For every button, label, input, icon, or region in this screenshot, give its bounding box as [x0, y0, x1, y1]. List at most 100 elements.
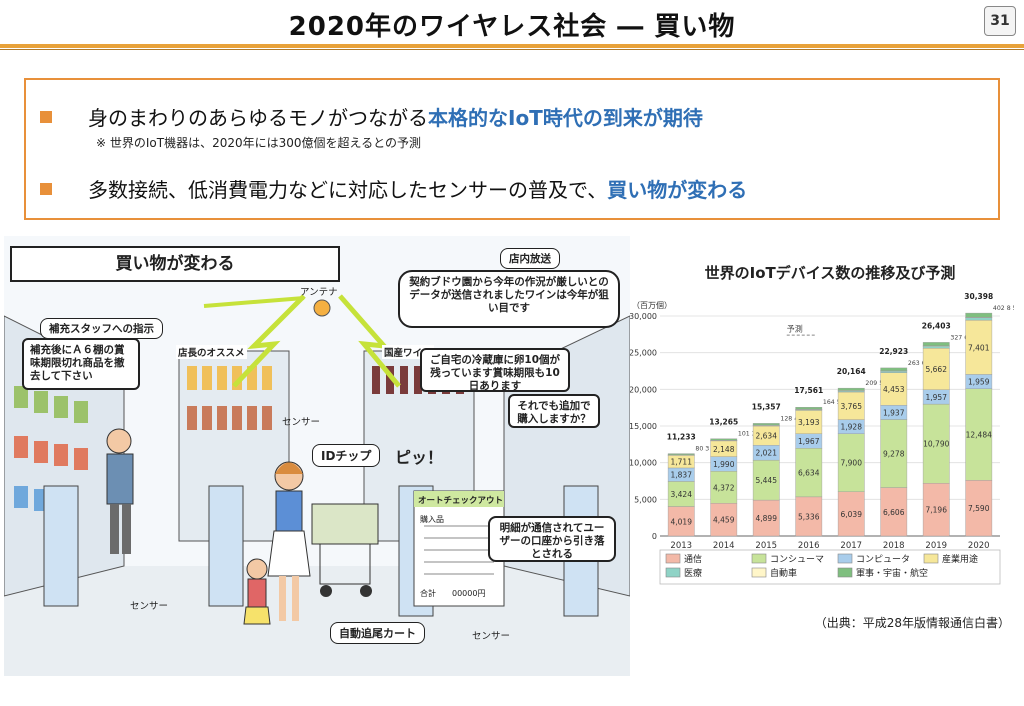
bar-value-label: 2,634 [756, 432, 778, 441]
bar-segment [710, 471, 738, 504]
sensor-label-top: センサー [282, 417, 321, 428]
bar-value-label: 6,039 [841, 510, 863, 519]
x-tick-label: 2017 [840, 541, 862, 551]
title-rule-thin [0, 49, 1024, 50]
bar-value-label: 1,711 [671, 458, 693, 467]
bar-segment [795, 407, 823, 410]
id-chip-tag: IDチップ [312, 444, 381, 467]
bar-segment [965, 480, 993, 537]
receipt-total-value: 00000円 [452, 589, 486, 598]
legend-label: コンピュータ [856, 554, 910, 565]
bar-segment [922, 342, 950, 346]
bar-small-values-label: 80 3 159 [695, 446, 723, 453]
auto-checkout-label: オートチェックアウト [418, 496, 504, 506]
legend-label: 医療 [684, 567, 702, 579]
bar-segment [837, 491, 865, 537]
bar-segment [752, 423, 780, 426]
bullet-1-highlight: 本格的なIoT時代の到来が期待 [428, 106, 703, 130]
bar-value-label: 7,900 [841, 459, 863, 468]
bar-value-label: 4,459 [713, 516, 735, 525]
bar-value-label: 2,021 [756, 449, 778, 458]
bar-total-label: 30,398 [964, 292, 993, 301]
bar-segment [667, 453, 695, 455]
bar-value-label: 2,148 [713, 445, 735, 454]
x-tick-label: 2018 [883, 541, 905, 551]
bar-segment [922, 483, 950, 537]
y-tick-label: 25,000 [630, 349, 657, 358]
bar-value-label: 7,196 [926, 506, 948, 515]
bar-small-values-label: 402 8 554 [993, 305, 1014, 312]
bar-segment [837, 433, 865, 492]
legend-swatch [665, 553, 681, 564]
legend-label: 産業用途 [942, 553, 978, 565]
x-tick-label: 2013 [670, 541, 692, 551]
x-tick-label: 2019 [925, 541, 947, 551]
bullet-2-text: 多数接続、低消費電力などに対応したセンサーの普及で、 [88, 178, 608, 202]
legend-swatch [751, 553, 767, 564]
billing-message-bubble: 明細が通信されてユーザーの口座から引き落とされる [488, 516, 616, 562]
bar-total-label: 22,923 [879, 347, 908, 356]
bar-segment [880, 372, 908, 406]
bullet-2-highlight: 買い物が変わる [607, 178, 748, 202]
legend-swatch [923, 553, 939, 564]
legend-swatch [751, 567, 767, 578]
bar-value-label: 3,765 [841, 402, 863, 411]
bar-total-label: 15,357 [752, 402, 781, 411]
legend-swatch [837, 553, 853, 564]
illustration-caption: 買い物が変わる [10, 246, 340, 282]
bar-segment [667, 506, 695, 537]
legend-label: 通信 [684, 553, 702, 565]
bar-segment [965, 312, 993, 318]
bar-segment [880, 367, 908, 371]
chart-title: 世界のIoTデバイス数の推移及び予測 [704, 264, 956, 282]
bullet-1-text: 身のまわりのあらゆるモノがつながる [88, 106, 428, 130]
bar-value-label: 6,606 [883, 508, 905, 517]
bar-value-label: 5,445 [756, 476, 778, 485]
slide-title: 2020年のワイヤレス社会 ― 買い物 [288, 12, 736, 42]
bar-value-label: 7,590 [968, 504, 990, 513]
source-citation: （出典：平成28年版情報通信白書） [814, 616, 1010, 630]
bullet-square-icon [40, 182, 52, 195]
bullet-1: 身のまわりのあらゆるモノがつながる 本格的なIoT時代の到来が期待 [26, 102, 703, 131]
bar-segment [710, 438, 738, 441]
bar-total-label: 11,233 [667, 433, 696, 442]
bullet-2: 多数接続、低消費電力などに対応したセンサーの普及で、 買い物が変わる [26, 174, 747, 203]
y-tick-label: 5,000 [634, 495, 657, 504]
bar-value-label: 4,899 [756, 514, 778, 523]
y-tick-label: 10,000 [630, 459, 657, 468]
legend-swatch [837, 567, 853, 578]
sensor-label-right: センサー [472, 631, 511, 642]
legend-box [659, 549, 1001, 585]
bar-value-label: 5,662 [926, 365, 948, 374]
staff-message-bubble: 補充後にＡ６棚の賞味期限切れ商品を撤去して下さい [22, 338, 140, 390]
bar-value-label: 1,928 [841, 423, 863, 432]
y-tick-label: 20,000 [630, 385, 657, 394]
shelf-sign-left: 店長のオススメ [176, 345, 247, 359]
auto-cart-tag: 自動追尾カート [330, 622, 425, 644]
forecast-label: 予測 [787, 323, 803, 333]
bar-total-label: 20,164 [837, 367, 866, 376]
bar-value-label: 6,634 [798, 469, 820, 478]
bar-value-label: 10,790 [923, 440, 949, 449]
bar-value-label: 5,336 [798, 512, 820, 521]
bar-value-label: 1,837 [671, 471, 693, 480]
y-axis-unit: （百万個） [632, 300, 672, 310]
legend-swatch [665, 567, 681, 578]
add-purchase-bubble: それでも追加で購入しますか？ [508, 394, 600, 428]
bar-segment [795, 496, 823, 537]
bar-value-label: 4,453 [883, 385, 905, 394]
bar-total-label: 26,403 [922, 321, 951, 330]
title-rule [0, 44, 1024, 48]
bar-segment [965, 388, 993, 481]
fridge-message-bubble: ご自宅の冷蔵庫に卵10個が残っています賞味期限も10日あります [420, 348, 570, 392]
bar-segment [795, 448, 823, 498]
bar-total-label: 13,265 [709, 418, 738, 427]
bar-segment [965, 319, 993, 375]
store-broadcast-tag: 店内放送 [500, 248, 560, 269]
y-tick-label: 0 [652, 532, 657, 541]
bar-value-label: 1,990 [713, 460, 735, 469]
broadcast-message-bubble: 契約ブドウ園から今年の作況が厳しいとのデータが送信されましたワインは今年が狙い目… [398, 270, 620, 328]
page-number: 31 [984, 6, 1016, 36]
y-tick-label: 15,000 [630, 422, 657, 431]
antenna-label: アンテナ [300, 287, 338, 298]
